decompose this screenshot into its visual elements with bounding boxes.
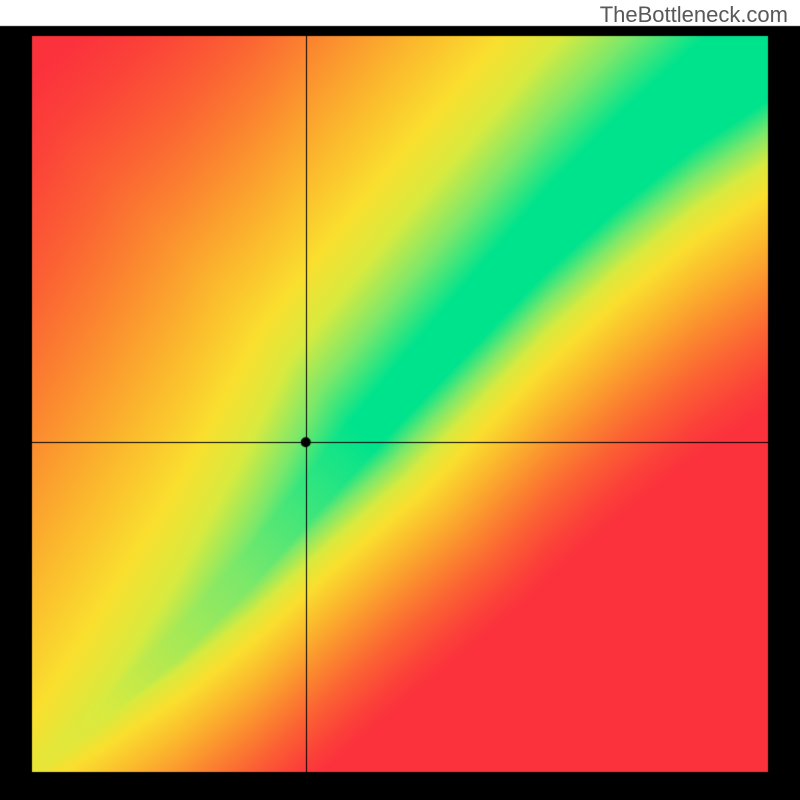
watermark-text: TheBottleneck.com (600, 2, 788, 28)
bottleneck-heatmap (0, 0, 800, 800)
